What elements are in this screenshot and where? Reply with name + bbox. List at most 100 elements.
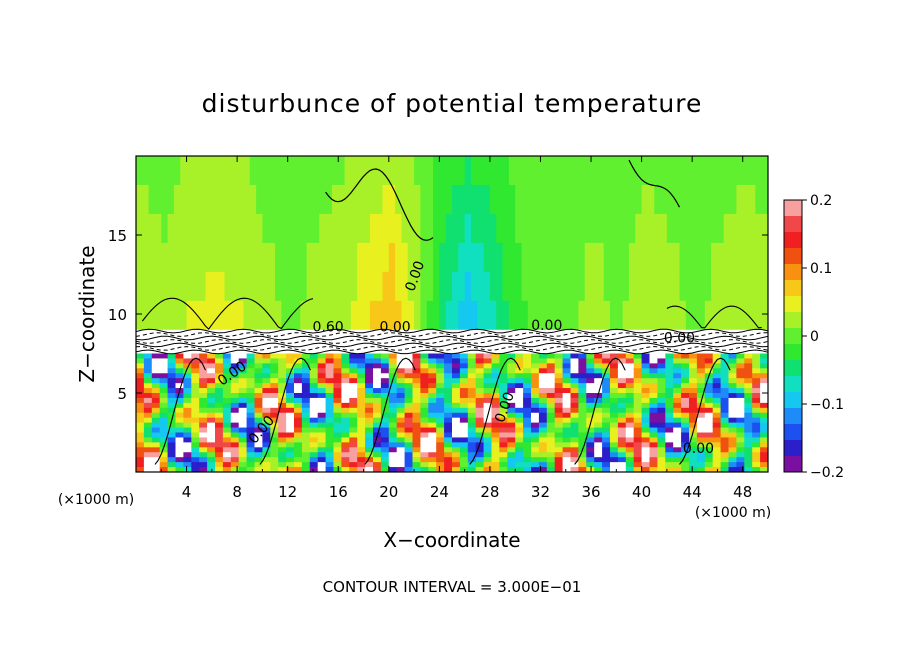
lower-cell xyxy=(143,467,153,472)
lower-cell xyxy=(515,422,524,429)
lower-cell xyxy=(491,427,500,434)
lower-cell xyxy=(491,467,500,472)
lower-cell xyxy=(254,397,263,404)
lower-cell xyxy=(286,467,295,472)
lower-cell xyxy=(373,457,382,463)
lower-cell xyxy=(649,368,658,374)
lower-cell xyxy=(752,437,761,443)
lower-cell xyxy=(207,397,216,404)
lower-cell xyxy=(578,437,587,443)
lower-cell xyxy=(704,442,714,448)
lower-cell xyxy=(752,358,761,364)
lower-cell xyxy=(191,422,200,429)
lower-cell xyxy=(546,363,556,369)
lower-cell xyxy=(191,462,200,468)
x-axis-ticks: 4 8 12 16 20 24 28 32 36 40 44 48 xyxy=(160,156,752,501)
lower-cell xyxy=(254,422,263,429)
upper-cell xyxy=(357,242,365,273)
lower-cell xyxy=(752,442,761,448)
lower-cell xyxy=(689,397,698,404)
upper-cell xyxy=(477,213,485,244)
upper-cell xyxy=(698,300,706,331)
lower-cell xyxy=(238,467,248,472)
lower-cell xyxy=(467,412,477,419)
lower-cell xyxy=(333,447,342,453)
lower-cell xyxy=(317,383,327,389)
lower-cell xyxy=(349,397,358,404)
lower-cell xyxy=(728,442,737,448)
lower-cell xyxy=(286,388,295,394)
lower-cell xyxy=(523,427,532,434)
lower-cell xyxy=(238,358,248,364)
lower-cell xyxy=(294,358,303,364)
lower-cell xyxy=(215,437,224,443)
upper-cell xyxy=(597,156,605,186)
lower-cell xyxy=(151,437,161,443)
lower-cell xyxy=(151,378,161,384)
upper-cell xyxy=(527,242,535,273)
lower-cell xyxy=(207,457,216,463)
upper-cell xyxy=(287,213,295,244)
upper-cell xyxy=(628,213,636,244)
lower-cell xyxy=(317,437,327,443)
lower-cell xyxy=(380,437,390,443)
lower-cell xyxy=(151,383,161,389)
lower-cell xyxy=(262,358,271,364)
lower-cell xyxy=(728,378,737,384)
lower-cell xyxy=(554,397,564,404)
lower-cell xyxy=(215,452,224,458)
lower-cell xyxy=(720,452,730,458)
lower-cell xyxy=(507,368,516,374)
zero-contour xyxy=(141,297,314,330)
lower-cell xyxy=(578,388,587,394)
lower-cell xyxy=(373,462,382,468)
upper-cell xyxy=(445,242,453,273)
lower-cell xyxy=(570,452,579,458)
lower-cell xyxy=(215,353,224,360)
lower-cell xyxy=(428,452,437,458)
lower-cell xyxy=(570,457,579,463)
lower-cell xyxy=(396,437,406,443)
lower-cell xyxy=(325,452,335,458)
lower-cell xyxy=(262,442,271,448)
lower-cell xyxy=(317,427,327,434)
lower-cell xyxy=(254,432,263,439)
upper-cell xyxy=(717,213,725,244)
lower-cell xyxy=(222,457,232,463)
lower-cell xyxy=(167,373,177,379)
lower-cell xyxy=(388,402,398,409)
lower-cell xyxy=(207,363,216,369)
lower-cell xyxy=(436,452,445,458)
lower-cell xyxy=(159,422,169,429)
lower-cell xyxy=(270,447,279,453)
lower-cell xyxy=(349,363,358,369)
lower-cell xyxy=(444,397,453,404)
upper-cell xyxy=(136,300,143,331)
lower-cell xyxy=(657,452,666,458)
upper-cell xyxy=(666,213,674,244)
lower-cell xyxy=(452,383,461,389)
lower-cell xyxy=(199,373,208,379)
lower-cell xyxy=(262,373,271,379)
lower-cell xyxy=(183,397,192,404)
lower-cell xyxy=(325,378,335,384)
upper-cell xyxy=(433,213,440,244)
lower-cell xyxy=(704,467,714,472)
upper-cell xyxy=(218,184,226,215)
lower-cell xyxy=(467,358,477,364)
lower-cell xyxy=(159,383,169,389)
lower-cell xyxy=(625,402,635,409)
upper-cell xyxy=(489,300,497,331)
lower-cell xyxy=(396,397,406,404)
lower-cell xyxy=(696,462,706,468)
upper-cell xyxy=(173,156,181,186)
lower-cell xyxy=(538,452,548,458)
upper-cell xyxy=(161,213,169,244)
lower-cell xyxy=(143,358,153,364)
lower-cell xyxy=(657,363,666,369)
lower-cell xyxy=(475,422,485,429)
lower-cell xyxy=(704,358,714,364)
lower-cell xyxy=(538,358,548,364)
lower-cell xyxy=(270,397,279,404)
upper-cell xyxy=(477,184,485,215)
